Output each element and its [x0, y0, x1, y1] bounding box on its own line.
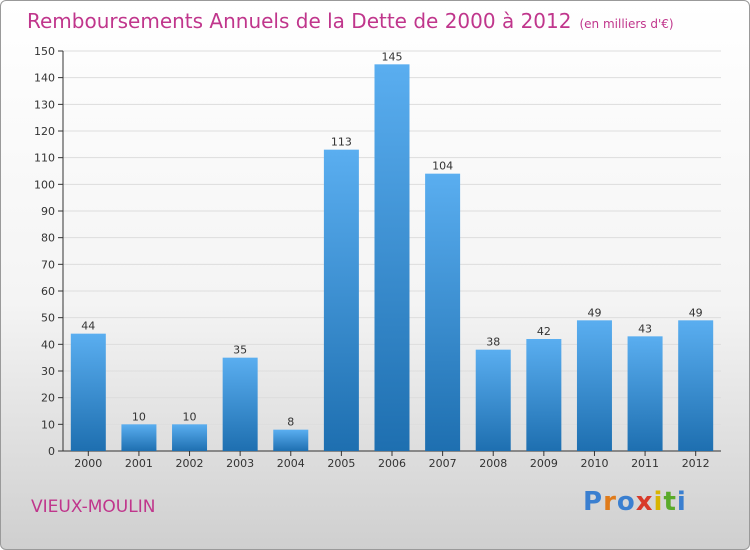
bar-value-label: 113 — [331, 136, 352, 149]
bar-2003 — [222, 357, 258, 451]
proxiti-logo: Proxiti — [583, 487, 687, 517]
y-tick-label: 100 — [34, 178, 55, 191]
y-tick-label: 120 — [34, 125, 55, 138]
bar-value-label: 38 — [486, 336, 500, 349]
x-tick-label: 2007 — [429, 457, 457, 470]
x-tick-label: 2011 — [631, 457, 659, 470]
x-tick-label: 2001 — [125, 457, 153, 470]
x-tick-label: 2008 — [479, 457, 507, 470]
logo-letter: o — [616, 487, 636, 517]
y-tick-label: 40 — [41, 338, 55, 351]
y-tick-label: 130 — [34, 98, 55, 111]
x-tick-label: 2003 — [226, 457, 254, 470]
y-tick-label: 0 — [48, 445, 55, 458]
bar-value-label: 49 — [587, 306, 601, 319]
x-tick-label: 2002 — [176, 457, 204, 470]
y-tick-label: 90 — [41, 205, 55, 218]
bar-2004 — [273, 429, 309, 451]
logo-letter: i — [676, 487, 687, 517]
bar-2009 — [526, 339, 562, 451]
bar-2007 — [425, 173, 461, 451]
title-text: Remboursements Annuels de la Dette de 20… — [27, 9, 572, 33]
y-tick-label: 50 — [41, 312, 55, 325]
bar-value-label: 10 — [183, 410, 197, 423]
x-tick-label: 2004 — [277, 457, 305, 470]
bar-2005 — [323, 149, 359, 451]
logo-letter: i — [653, 487, 664, 517]
chart-title: Remboursements Annuels de la Dette de 20… — [27, 9, 674, 33]
x-tick-label: 2009 — [530, 457, 558, 470]
bar-value-label: 35 — [233, 344, 247, 357]
y-tick-label: 150 — [34, 45, 55, 58]
y-tick-label: 30 — [41, 365, 55, 378]
bar-2011 — [627, 336, 663, 451]
labels: 0 10 20 30 40 50 60 70 80 90 100 110 120 130 140 150 44 2… — [34, 45, 710, 470]
bar-2001 — [121, 424, 157, 451]
bar-2010 — [576, 320, 612, 451]
logo-letter: P — [583, 487, 604, 517]
y-tick-label: 20 — [41, 392, 55, 405]
x-tick-label: 2005 — [327, 457, 355, 470]
x-tick-label: 2012 — [682, 457, 710, 470]
y-tick-label: 70 — [41, 258, 55, 271]
commune-name: VIEUX-MOULIN — [31, 497, 156, 517]
x-tick-label: 2000 — [74, 457, 102, 470]
y-tick-label: 110 — [34, 152, 55, 165]
bar-value-label: 10 — [132, 410, 146, 423]
logo-letter: t — [663, 487, 677, 517]
bar-2012 — [678, 320, 714, 451]
bar-value-label: 42 — [537, 325, 551, 338]
title-unit: (en milliers d'€) — [579, 17, 674, 31]
logo-letter: r — [603, 487, 617, 517]
bar-2002 — [172, 424, 208, 451]
x-tick-label: 2010 — [580, 457, 608, 470]
bars — [70, 64, 714, 452]
bar-2008 — [475, 349, 511, 451]
bar-value-label: 104 — [432, 160, 453, 173]
y-tick-label: 60 — [41, 285, 55, 298]
y-tick-label: 140 — [34, 72, 55, 85]
bar-value-label: 8 — [287, 416, 294, 429]
bar-value-label: 43 — [638, 322, 652, 335]
y-tick-label: 80 — [41, 232, 55, 245]
bar-value-label: 44 — [81, 320, 95, 333]
bar-value-label: 145 — [382, 50, 403, 63]
bar-value-label: 49 — [689, 306, 703, 319]
x-tick-label: 2006 — [378, 457, 406, 470]
bar-2000 — [70, 333, 106, 451]
y-tick-label: 10 — [41, 418, 55, 431]
bar-2006 — [374, 64, 410, 452]
logo-letter: x — [635, 487, 654, 517]
